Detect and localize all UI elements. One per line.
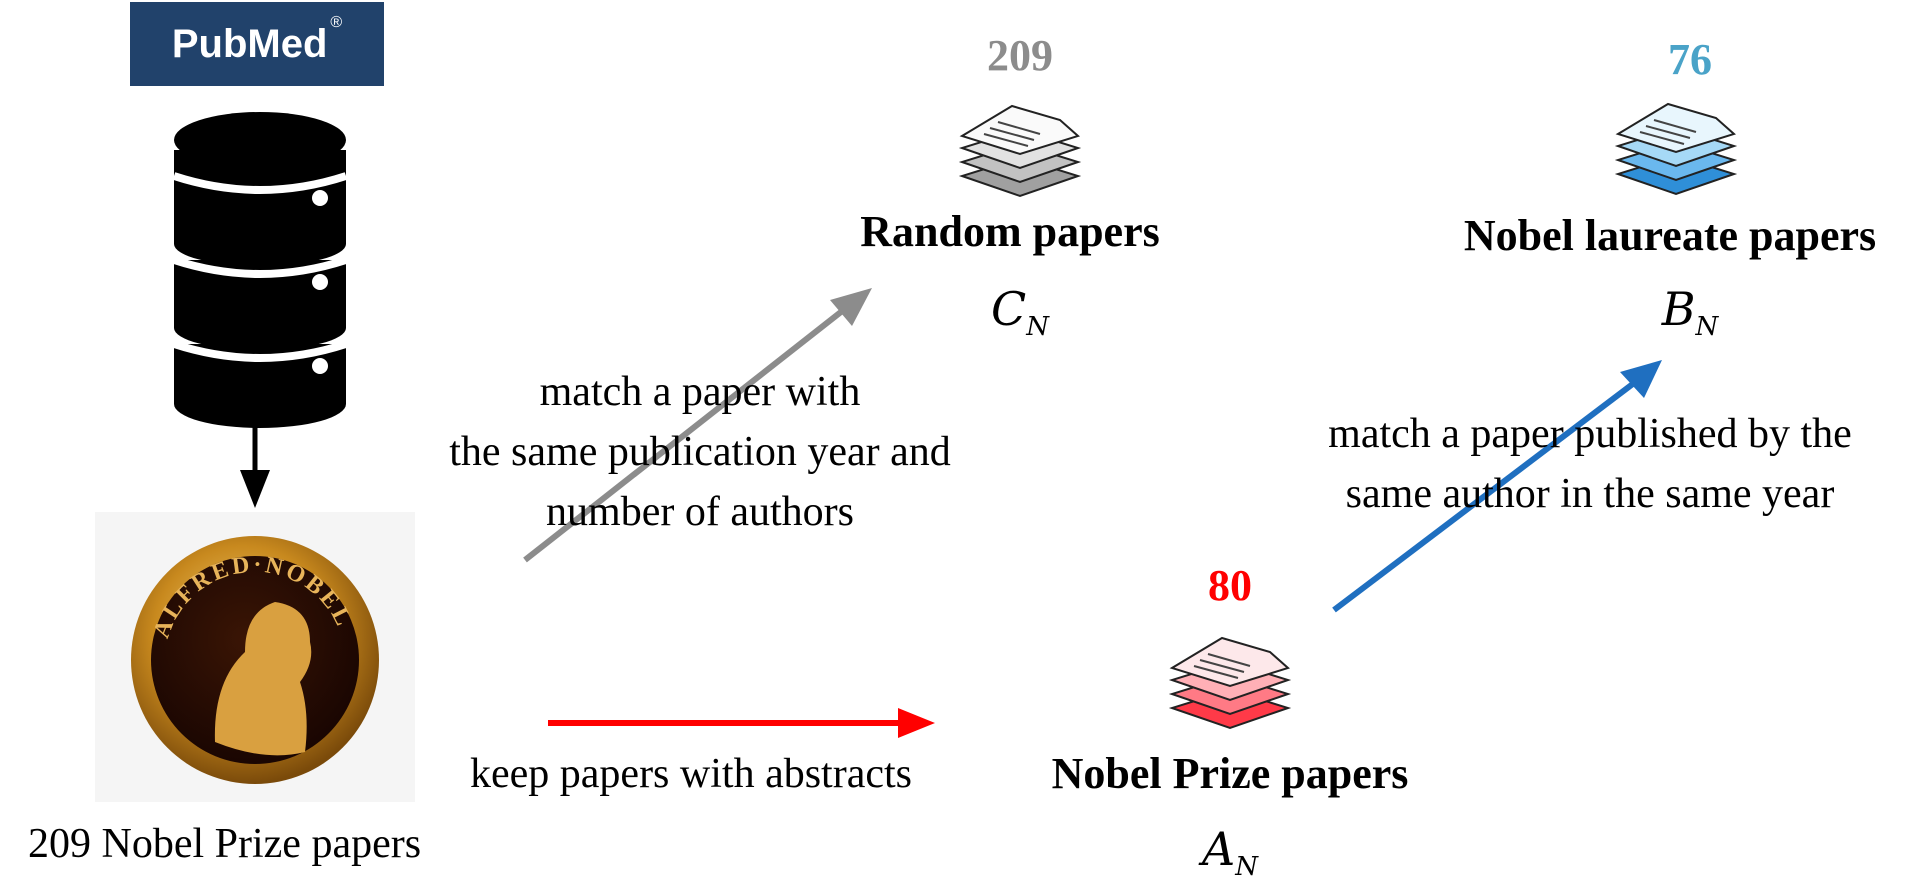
laureate-symbol-sub: N — [1695, 312, 1719, 343]
laureate-title: Nobel laureate papers — [1463, 211, 1877, 260]
red-arrowhead — [898, 708, 935, 738]
edge-to-laureate-line-1: match a paper published by the — [1328, 411, 1852, 457]
laureate-symbol: BN — [1600, 282, 1780, 342]
edge-to-laureate-line-2: same author in the same year — [1345, 471, 1835, 517]
registered-mark: ® — [330, 14, 343, 31]
edge-to-laureate-label: match a paper published by the same auth… — [1260, 404, 1920, 524]
laureate-count: 76 — [1668, 35, 1712, 84]
laureate-symbol-letter: B — [1661, 282, 1696, 336]
edge-to-random-line-1: match a paper with — [539, 369, 861, 415]
random-title: Random papers — [860, 207, 1160, 256]
random-symbol: CN — [930, 282, 1110, 342]
prize-symbol-letter: A — [1202, 822, 1236, 876]
prize-symbol-sub: N — [1235, 852, 1258, 883]
prize-symbol: AN — [1140, 822, 1320, 882]
edge-to-random-label: match a paper with the same publication … — [380, 362, 1020, 542]
random-papers-icon — [958, 104, 1082, 198]
edge-to-prize-label: keep papers with abstracts — [470, 751, 913, 797]
blue-arrowhead — [1620, 360, 1662, 398]
prize-count: 80 — [1208, 561, 1252, 610]
random-count: 209 — [987, 31, 1053, 80]
pubmed-logo-text: PubMed — [171, 21, 328, 66]
nobel-medal-icon: ALFRED·NOBEL — [95, 512, 415, 802]
prize-title: Nobel Prize papers — [1051, 749, 1409, 798]
edge-to-random-line-3: number of authors — [546, 489, 854, 535]
down-arrow — [240, 365, 270, 508]
pubmed-logo: PubMed ® — [130, 2, 384, 86]
gray-arrow-line — [523, 305, 848, 563]
edge-to-random-line-2: the same publication year and — [449, 429, 951, 475]
nobel-source-label: 209 Nobel Prize papers — [28, 821, 422, 867]
blue-arrow-line — [1332, 377, 1640, 613]
laureate-papers-icon — [1614, 102, 1738, 196]
prize-papers-icon — [1168, 636, 1292, 730]
database-icon — [172, 112, 348, 428]
random-symbol-letter: C — [991, 282, 1027, 336]
gray-arrowhead — [830, 288, 872, 326]
random-symbol-sub: N — [1026, 312, 1049, 343]
